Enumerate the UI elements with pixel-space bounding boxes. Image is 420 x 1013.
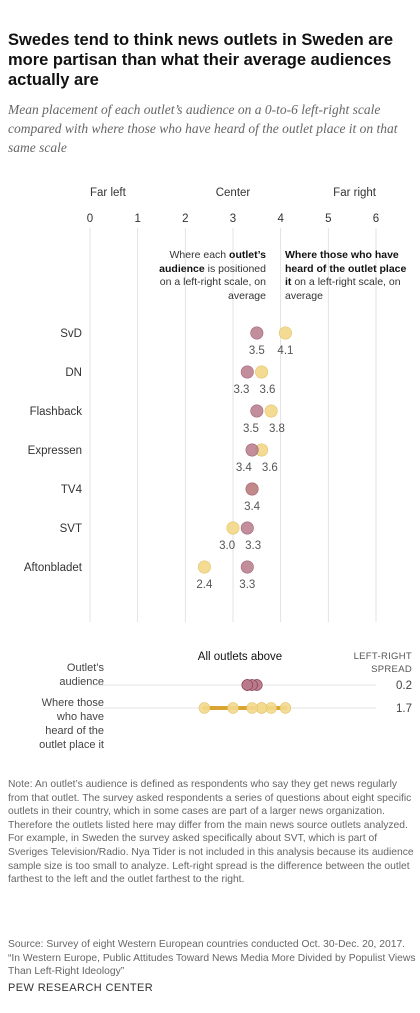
chart-subtitle: Mean placement of each outlet’s audience… [8, 102, 398, 155]
heard-dot-dn [255, 365, 269, 379]
summary-dot-heard-expressen [255, 702, 268, 714]
summary-label-audience-1: Outlet’s [67, 662, 105, 674]
heard-value-svd: 4.1 [277, 345, 293, 357]
audience-value-svt: 3.3 [245, 540, 261, 552]
audience-dot-aftonbladet [240, 560, 254, 574]
spread-value-heard: 1.7 [396, 703, 412, 715]
spread-header-1: LEFT-RIGHT [354, 651, 412, 662]
source-text: Source: Survey of eight Western European… [8, 939, 416, 978]
brand-logo-text: PEW RESEARCH CENTER [8, 982, 154, 994]
heard-dot-svt [226, 521, 240, 535]
heard-value-aftonbladet: 2.4 [196, 579, 213, 591]
summary-dot-heard-svd [279, 702, 292, 714]
audience-dot-expressen [245, 443, 259, 457]
audience-value-aftonbladet: 3.3 [239, 579, 255, 591]
audience-dot-flashback [250, 404, 264, 418]
audience-value-flashback: 3.5 [243, 423, 259, 435]
audience-dot-svt [240, 521, 254, 535]
heard-value-expressen: 3.6 [262, 462, 278, 474]
tick-label-3: 3 [230, 213, 236, 225]
summary-dot-heard-aftonbladet [198, 702, 211, 714]
outlet-label-flashback: Flashback [30, 406, 83, 418]
audience-value-expressen: 3.4 [236, 462, 253, 474]
heard-value-flashback: 3.8 [269, 423, 285, 435]
audience-dot-dn [240, 365, 254, 379]
spread-value-audience: 0.2 [396, 680, 412, 692]
tick-label-6: 6 [373, 213, 379, 225]
heard-value-svt: 3.0 [219, 540, 235, 552]
heard-value-tv4: 3.4 [244, 501, 261, 513]
scale-label-far-right: Far right [333, 187, 377, 199]
audience-dot-tv4 [245, 482, 259, 496]
scale-label-far-left: Far left [90, 187, 127, 199]
outlet-label-tv4: TV4 [61, 484, 83, 496]
summary-label-heard-4: outlet place it [39, 739, 104, 751]
summary-dot-heard-tv4 [246, 702, 258, 714]
summary-label-heard-3: heard of the [45, 725, 104, 737]
summary-dot-heard-flashback [265, 702, 277, 714]
summary-dot-audience-aftonbladet [241, 679, 254, 691]
summary-title: All outlets above [198, 651, 282, 663]
audience-annotation: Where each outlet’s audience is position… [159, 249, 266, 302]
outlet-label-svt: SVT [60, 523, 82, 535]
summary-label-heard-2: who have [56, 711, 104, 723]
heard-dot-svd [278, 326, 292, 340]
audience-dot-svd [250, 326, 264, 340]
tick-label-5: 5 [325, 213, 331, 225]
audience-value-dn: 3.3 [233, 384, 249, 396]
chart-title: Swedes tend to think news outlets in Swe… [8, 31, 394, 89]
dot-plot-chart: Far left Center Far right 0 1 2 3 4 5 6 SvD 3.5 4.1… [24, 187, 412, 751]
note-text: Note: An outlet’s audience is defined as… [8, 779, 414, 886]
outlet-label-aftonbladet: Aftonbladet [24, 562, 83, 574]
outlet-label-svd: SvD [60, 328, 82, 340]
audience-value-svd: 3.5 [249, 345, 265, 357]
tick-label-0: 0 [87, 213, 93, 225]
summary-dot-heard-svt [227, 702, 239, 714]
heard-annotation: Where those who have heard of the outlet… [285, 249, 407, 302]
heard-dot-flashback [264, 404, 278, 418]
tick-label-2: 2 [182, 213, 188, 225]
spread-header-2: SPREAD [371, 664, 412, 675]
heard-value-dn: 3.6 [259, 384, 275, 396]
tick-label-1: 1 [134, 213, 140, 225]
outlet-label-expressen: Expressen [28, 445, 82, 457]
summary-label-audience-2: audience [59, 676, 104, 688]
outlet-label-dn: DN [65, 367, 82, 379]
scale-label-center: Center [216, 187, 251, 199]
tick-label-4: 4 [277, 213, 284, 225]
summary-label-heard-1: Where those [42, 697, 104, 709]
heard-dot-aftonbladet [197, 560, 211, 574]
